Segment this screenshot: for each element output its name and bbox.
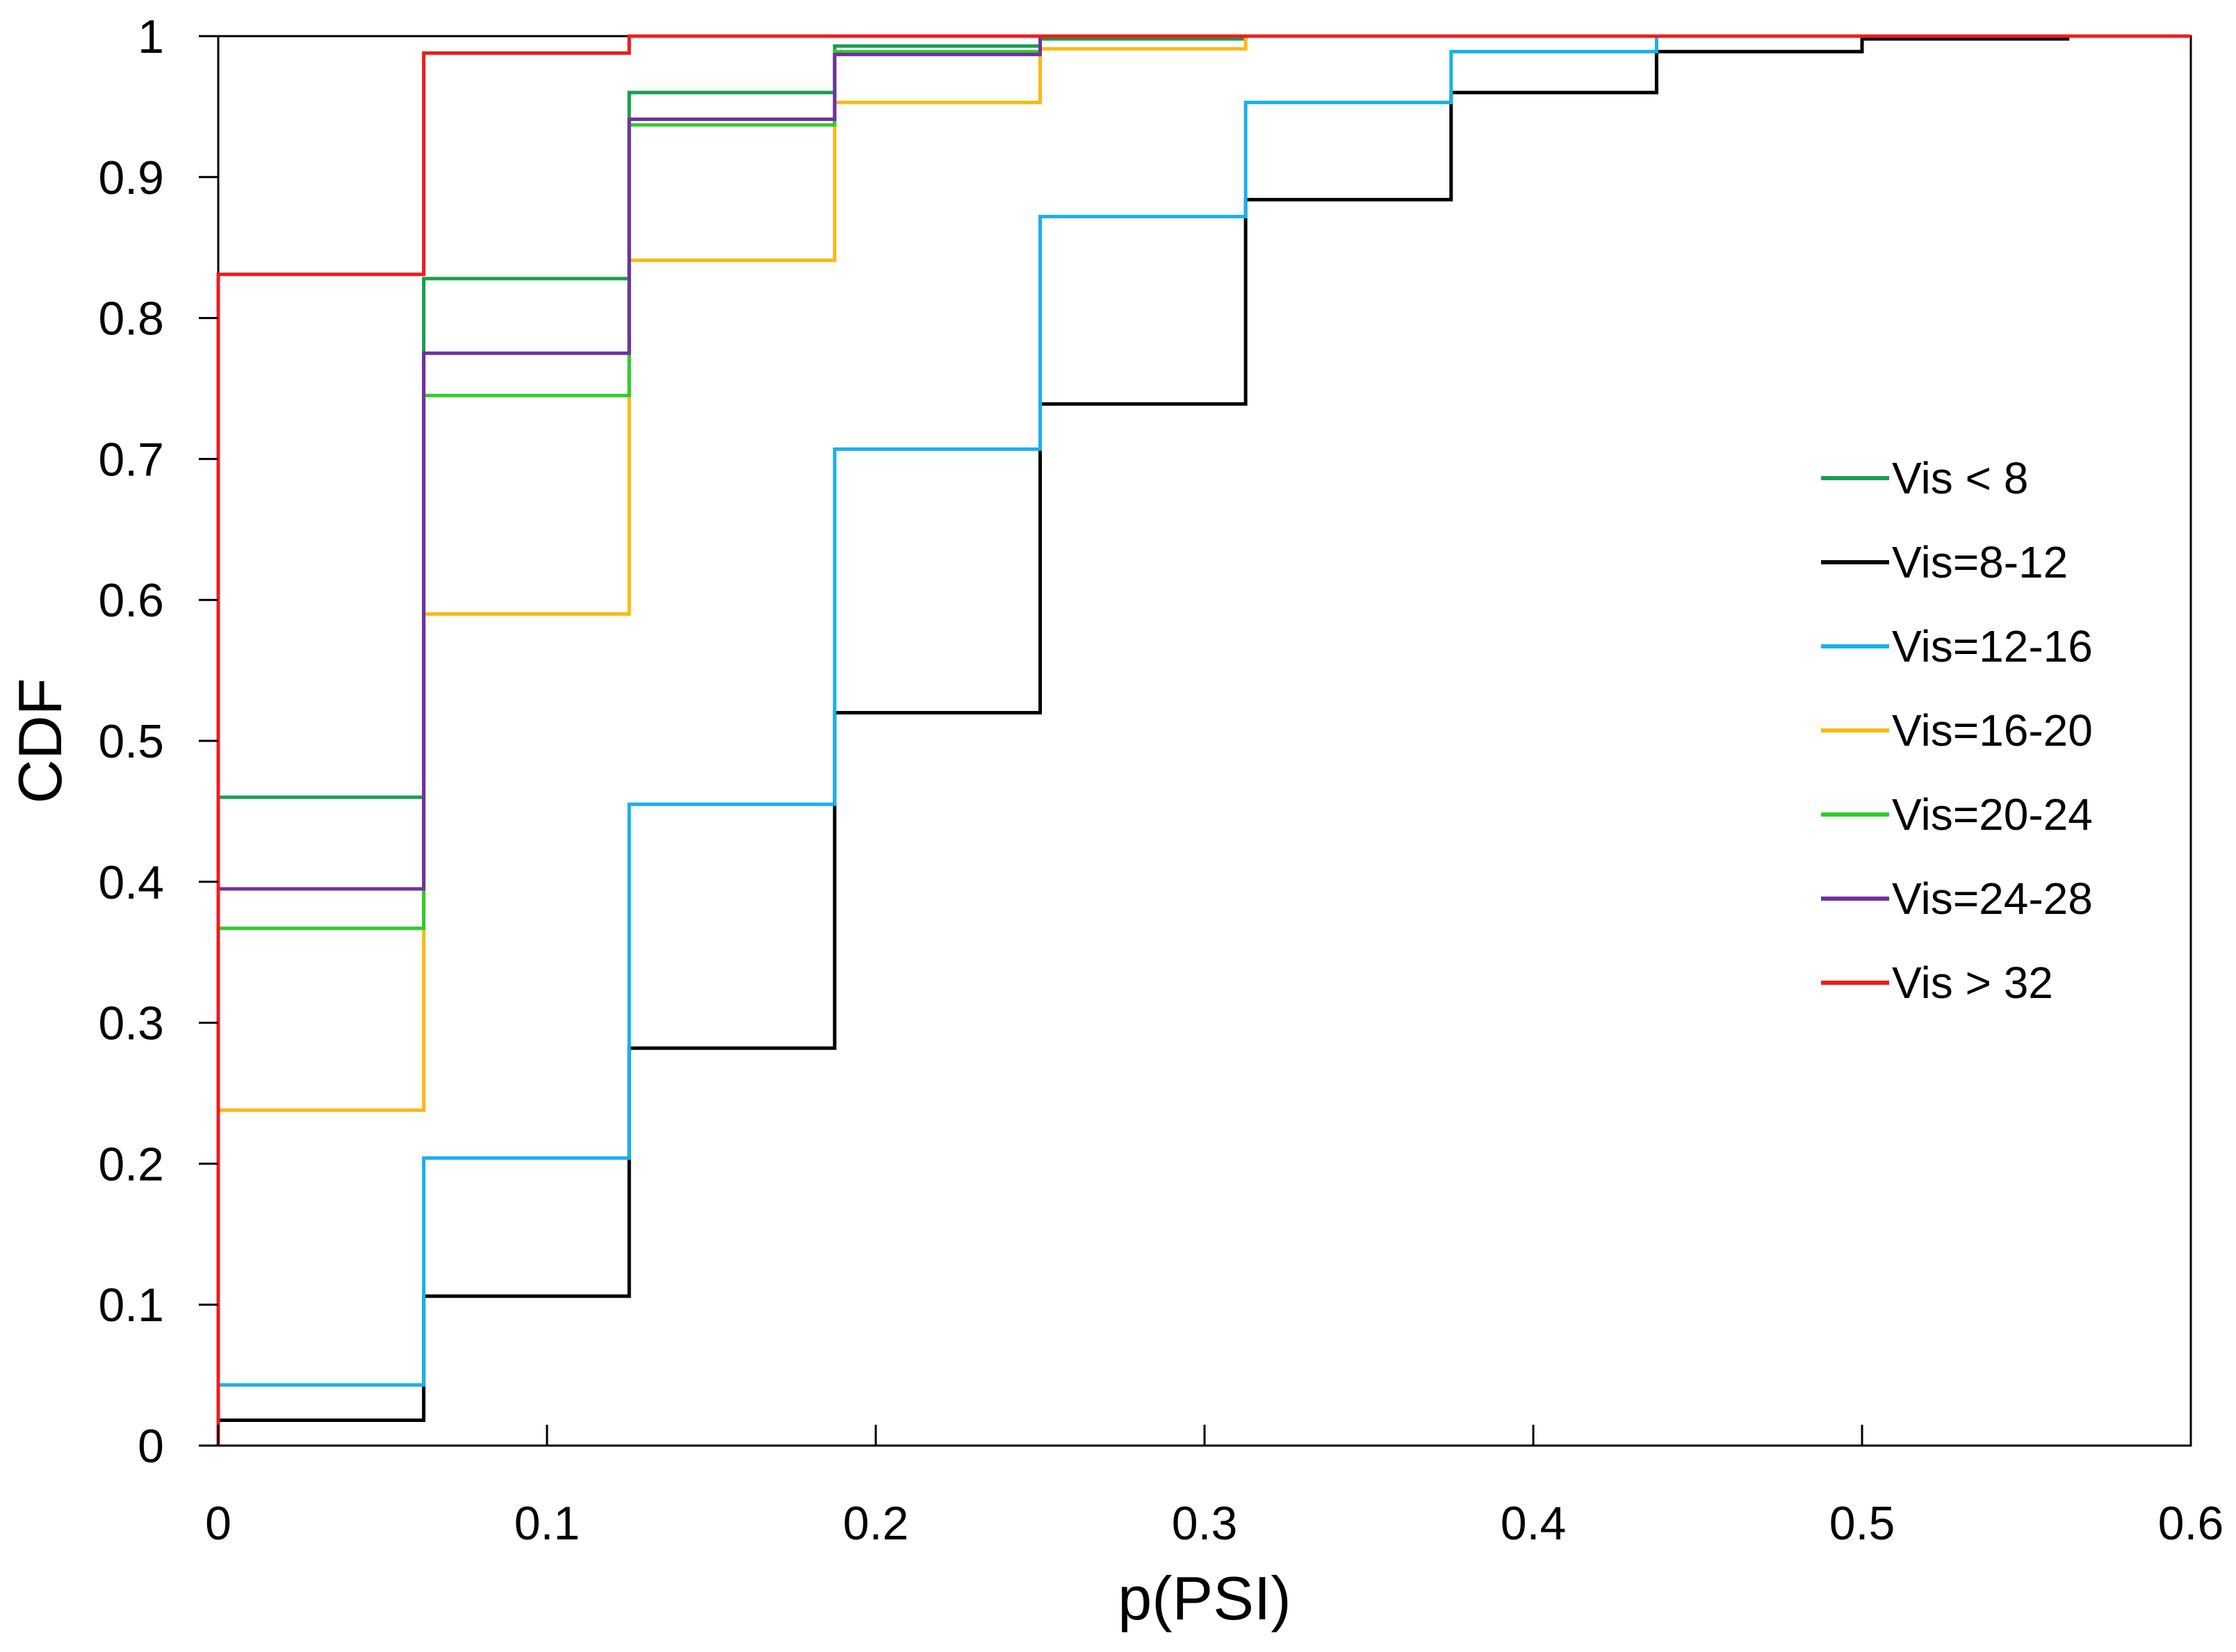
y-tick-label: 0.6 xyxy=(98,574,164,627)
legend-label: Vis=16-20 xyxy=(1892,705,2093,755)
x-tick-label: 0.2 xyxy=(843,1497,909,1550)
y-tick-label: 0 xyxy=(138,1420,164,1473)
y-tick-label: 0.5 xyxy=(98,715,164,768)
legend-label: Vis=24-28 xyxy=(1892,874,2093,924)
legend-label: Vis=20-24 xyxy=(1892,790,2093,840)
legend-label: Vis < 8 xyxy=(1892,453,2028,503)
x-tick-label: 0.3 xyxy=(1172,1497,1238,1550)
x-tick-label: 0.5 xyxy=(1829,1497,1895,1550)
y-tick-label: 1 xyxy=(138,10,164,63)
legend-label: Vis > 32 xyxy=(1892,958,2053,1008)
y-tick-label: 0.9 xyxy=(98,152,164,204)
legend-label: Vis=8-12 xyxy=(1892,537,2068,587)
series-line-2 xyxy=(216,34,2191,1446)
y-tick-label: 0.1 xyxy=(98,1279,164,1332)
x-tick-label: 0.6 xyxy=(2158,1497,2224,1550)
axes-layer: 0 0.1 0.2 0.3 0.4 0.5 0.6 0 0.1 0.2 0.3 0.4 0.5 0.6 0.… xyxy=(98,10,2223,1550)
x-tick-label: 0 xyxy=(205,1497,231,1550)
y-tick-label: 0.8 xyxy=(98,293,164,345)
x-axis-title: p(PSI) xyxy=(1118,1564,1291,1633)
legend-label: Vis=12-16 xyxy=(1892,621,2093,671)
x-tick-label: 0.1 xyxy=(514,1497,580,1550)
y-tick-label: 0.7 xyxy=(98,433,164,486)
x-tick-label: 0.4 xyxy=(1501,1497,1567,1550)
series-line-7 xyxy=(216,34,2191,1446)
legend: Vis < 8 Vis=8-12 Vis=12-16 Vis=16-20 Vis=20-… xyxy=(1821,453,2093,1008)
y-tick-label: 0.2 xyxy=(98,1138,164,1191)
series-layer xyxy=(216,34,2191,1446)
y-tick-label: 0.3 xyxy=(98,997,164,1050)
y-axis-title: CDF xyxy=(6,678,74,804)
y-tick-label: 0.4 xyxy=(98,856,164,909)
